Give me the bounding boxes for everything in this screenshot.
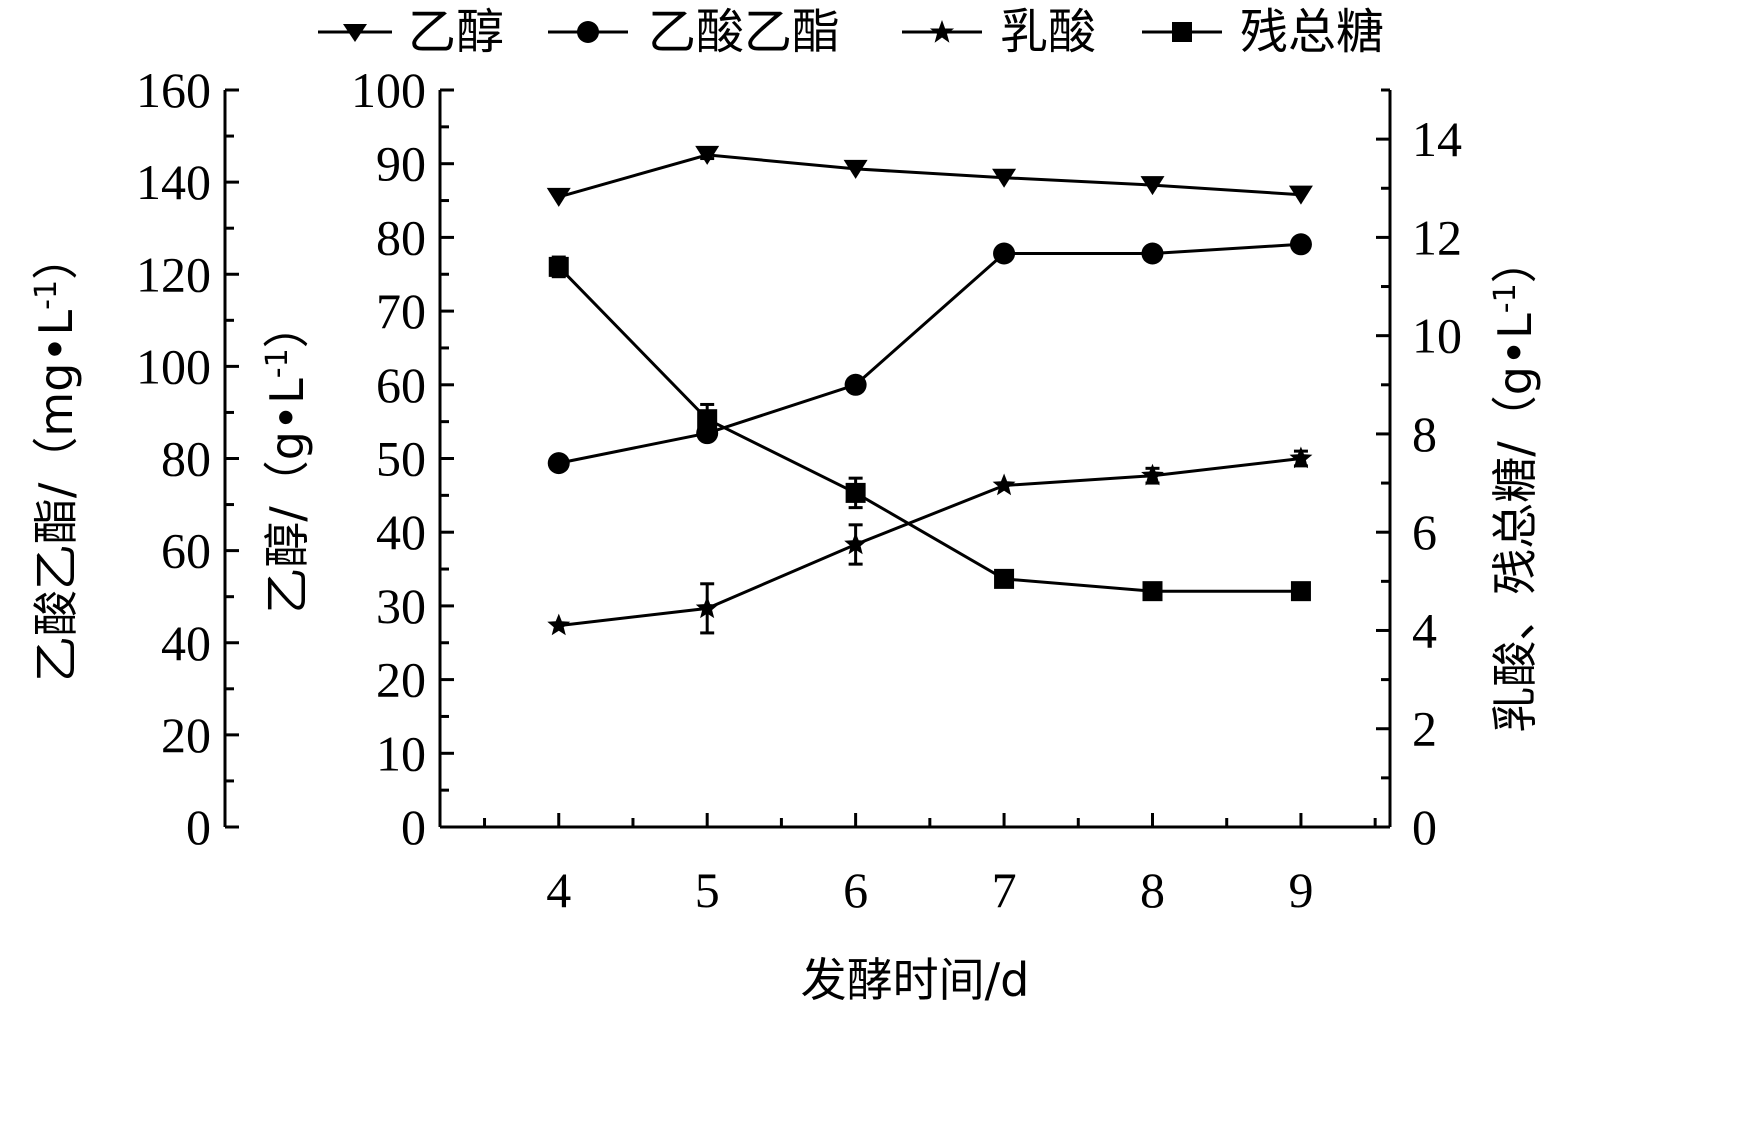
left-inner-axis-title-sup: -1 <box>260 348 295 378</box>
x-tick-label: 5 <box>695 862 720 918</box>
legend-label-lactic-acid: 乳酸 <box>1000 4 1096 60</box>
ethanol-point <box>992 168 1017 188</box>
series-lactic-acid <box>547 446 1313 636</box>
left-inner-tick-label: 30 <box>376 578 426 634</box>
left-outer-axis-title-sup: -1 <box>29 280 64 310</box>
ethanol-point <box>1140 176 1165 196</box>
x-tick-label: 7 <box>992 862 1017 918</box>
residual-sugar-point <box>1142 581 1163 602</box>
left-outer-tick-label: 60 <box>161 523 211 579</box>
legend-marker-ethyl-acetate <box>577 21 599 43</box>
legend-marker-residual-sugar <box>1172 22 1192 42</box>
left-outer-axis-title-end: ） <box>29 234 83 280</box>
lactic-acid-line <box>558 457 1302 628</box>
legend: 乙醇 乙酸乙酯 乳酸 残总糖 <box>318 4 1384 60</box>
legend-label-ethanol: 乙醇 <box>408 4 504 60</box>
left-inner-tick-label: 100 <box>351 62 426 118</box>
left-inner-tick-label: 50 <box>376 431 426 487</box>
left-outer-tick-label: 120 <box>136 246 211 302</box>
ethyl-acetate-point <box>993 242 1016 265</box>
lactic-acid-point <box>1289 446 1313 469</box>
right-tick-label: 2 <box>1412 701 1437 757</box>
left-inner-tick-label: 10 <box>376 725 426 781</box>
ethyl-acetate-point <box>547 452 570 475</box>
series-residual-sugar <box>548 255 1311 602</box>
left-inner-axis-title-text: 乙醇/（g•L <box>260 378 314 614</box>
series-ethyl-acetate <box>547 233 1312 475</box>
residual-sugar-point <box>697 409 718 430</box>
right-tick-label: 8 <box>1412 406 1437 462</box>
right-tick-label: 10 <box>1412 308 1462 364</box>
ethanol-point <box>695 145 720 165</box>
lactic-acid-point <box>547 613 571 636</box>
legend-item-lactic-acid: 乳酸 <box>902 4 1096 60</box>
axis-titles: 乙酸乙酯/（mg•L-1） 乙醇/（g•L-1） 乳酸、残总糖/（g•L-1） … <box>29 234 1542 1007</box>
left-inner-tick-label: 20 <box>376 652 426 708</box>
right-axis-title-end: ） <box>1488 237 1542 283</box>
left-outer-tick-label: 100 <box>136 338 211 394</box>
legend-item-ethyl-acetate: 乙酸乙酯 <box>548 4 840 60</box>
lactic-acid-point <box>695 596 719 619</box>
series-ethanol <box>546 145 1313 207</box>
legend-label-ethyl-acetate: 乙酸乙酯 <box>648 4 840 60</box>
residual-sugar-point <box>548 256 569 277</box>
x-tick-label: 4 <box>546 862 571 918</box>
right-tick-label: 6 <box>1412 504 1437 560</box>
left-inner-tick-label: 80 <box>376 209 426 265</box>
right-tick-label: 0 <box>1412 799 1437 855</box>
residual-sugar-point <box>994 568 1015 589</box>
left-outer-tick-label: 20 <box>161 707 211 763</box>
legend-marker-lactic-acid <box>929 20 955 43</box>
legend-item-ethanol: 乙醇 <box>318 4 504 60</box>
ethanol-point <box>843 159 868 179</box>
ethanol-line <box>558 153 1301 199</box>
left-inner-axis-title-end: ） <box>260 302 314 348</box>
ethyl-acetate-point <box>1289 233 1312 256</box>
legend-label-residual-sugar: 残总糖 <box>1240 4 1384 60</box>
left-outer-tick-label: 140 <box>136 154 211 210</box>
x-tick-label: 6 <box>843 862 868 918</box>
ethyl-acetate-point <box>1141 242 1164 265</box>
lactic-acid-point <box>992 473 1016 496</box>
residual-sugar-point <box>845 482 866 503</box>
right-axis-title: 乳酸、残总糖/（g•L-1） <box>1488 237 1542 732</box>
right-axis-title-sup: -1 <box>1488 283 1523 313</box>
left-inner-tick-label: 90 <box>376 136 426 192</box>
legend-item-residual-sugar: 残总糖 <box>1142 4 1384 60</box>
lactic-acid-point <box>844 532 867 555</box>
left-outer-axis-title-text: 乙酸乙酯/（mg•L <box>29 309 83 682</box>
left-outer-axis-title: 乙酸乙酯/（mg•L-1） <box>29 234 83 682</box>
left-outer-tick-label: 0 <box>186 799 211 855</box>
series <box>546 145 1313 636</box>
left-inner-tick-label: 40 <box>376 504 426 560</box>
left-outer-tick-label: 160 <box>136 62 211 118</box>
legend-marker-ethanol <box>343 24 367 42</box>
right-axis-title-text: 乳酸、残总糖/（g•L <box>1488 313 1542 733</box>
x-tick-label: 9 <box>1288 862 1313 918</box>
left-inner-axis-title: 乙醇/（g•L-1） <box>260 302 314 613</box>
ethanol-point <box>546 187 571 207</box>
lactic-acid-point <box>1141 463 1164 486</box>
residual-sugar-line <box>557 265 1301 593</box>
x-tick-label: 8 <box>1140 862 1165 918</box>
right-tick-label: 12 <box>1412 209 1462 265</box>
ticks: 0204060801001201401600102030405060708090… <box>136 62 1462 918</box>
x-axis-title: 发酵时间/d <box>801 953 1030 1007</box>
left-inner-tick-label: 0 <box>401 799 426 855</box>
ethyl-acetate-point <box>844 373 867 396</box>
left-inner-tick-label: 70 <box>376 283 426 339</box>
right-tick-label: 4 <box>1412 602 1437 658</box>
chart: 乙醇 乙酸乙酯 乳酸 残总糖 乙酸乙酯/（mg•L-1） 乙醇/（g•L-1） … <box>29 4 1542 1007</box>
left-outer-tick-label: 80 <box>161 431 211 487</box>
residual-sugar-point <box>1290 581 1311 602</box>
right-tick-label: 14 <box>1412 111 1462 167</box>
left-inner-tick-label: 60 <box>376 357 426 413</box>
left-outer-tick-label: 40 <box>161 615 211 671</box>
ethyl-acetate-line <box>558 242 1301 465</box>
ethanol-point <box>1288 185 1313 205</box>
